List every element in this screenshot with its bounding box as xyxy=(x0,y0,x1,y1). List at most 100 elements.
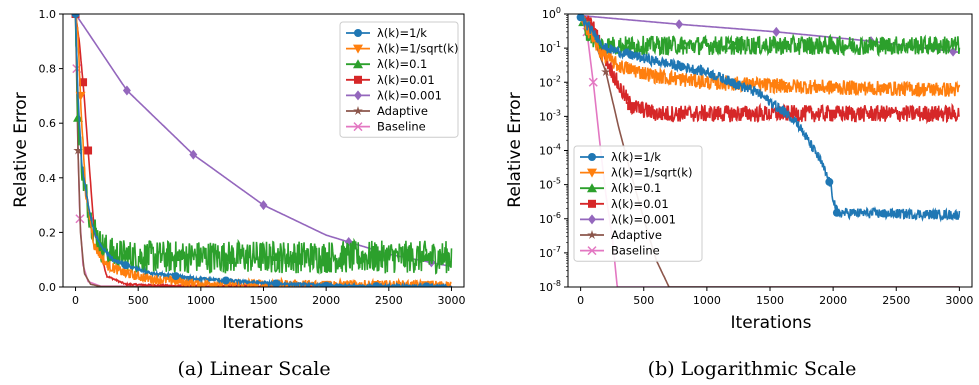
y-tick-label: 10-3 xyxy=(539,108,561,123)
legend-marker xyxy=(353,122,363,132)
series-marker xyxy=(84,146,93,155)
series-marker xyxy=(170,251,181,261)
series-marker xyxy=(825,177,834,186)
series-line xyxy=(579,14,961,98)
series-marker xyxy=(322,281,331,287)
series-marker xyxy=(677,109,686,118)
series-marker xyxy=(121,261,130,270)
legend-label: λ(k)=1/sqrt(k) xyxy=(377,42,458,56)
series-marker xyxy=(372,282,381,287)
legend-marker xyxy=(353,44,363,54)
legend-label: Adaptive xyxy=(611,228,662,242)
legend-item: λ(k)=1/sqrt(k) xyxy=(580,166,692,180)
series-marker xyxy=(73,112,84,122)
y-tick-label: 0.6 xyxy=(39,117,57,130)
legend-item: λ(k)=0.1 xyxy=(580,181,661,195)
series-marker xyxy=(120,250,131,260)
series-line xyxy=(580,14,961,125)
x-tick-label: 2000 xyxy=(312,294,340,307)
y-tick-label: 10-7 xyxy=(539,245,561,260)
legend-marker xyxy=(354,29,362,37)
series-marker xyxy=(829,109,838,118)
y-tick-label: 10-8 xyxy=(539,279,561,294)
legend-marker xyxy=(354,75,362,84)
series-line xyxy=(74,14,453,287)
legend-item: Baseline xyxy=(346,120,426,134)
legend-marker xyxy=(587,168,597,178)
x-tick-label: 3000 xyxy=(437,294,465,307)
series-marker xyxy=(626,40,637,50)
legend-item: λ(k)=0.01 xyxy=(346,73,435,87)
legend-label: λ(k)=0.001 xyxy=(377,88,442,102)
legend-marker xyxy=(587,230,597,239)
legend-marker xyxy=(587,183,597,193)
series-marker xyxy=(122,85,131,96)
series-marker xyxy=(626,65,637,75)
legend-item: λ(k)=1/k xyxy=(346,26,427,40)
linear-scale-chart: 0 500 1000 1500 2000 2500 3000 0.0 0.2 0.4 0.6 0.8 1… xyxy=(11,8,465,380)
y-tick-label: 10-1 xyxy=(539,40,561,55)
series-marker xyxy=(930,109,939,118)
log-scale-chart: 0 500 1000 1500 2000 2500 3000 10-8 10-7 10-6 10-5… xyxy=(505,6,973,380)
series-marker xyxy=(929,85,940,95)
series-marker xyxy=(171,272,180,281)
series-marker xyxy=(878,84,889,94)
series-marker xyxy=(879,109,888,118)
y-tick-label: 1.0 xyxy=(39,8,57,21)
series-marker xyxy=(777,40,788,50)
y-tick-label: 10-2 xyxy=(539,74,561,89)
x-tick-label: 3000 xyxy=(945,294,973,307)
x-axis-label: Iterations xyxy=(223,313,304,333)
series-marker xyxy=(930,210,939,219)
x-tick-label: 0 xyxy=(577,294,584,307)
legend-item: λ(k)=0.001 xyxy=(580,212,676,226)
y-tick-label: 10-5 xyxy=(539,177,561,192)
y-tick-label: 10-6 xyxy=(539,211,561,226)
series-marker xyxy=(259,200,268,211)
series-marker xyxy=(675,19,684,30)
series-marker xyxy=(421,251,432,261)
series-marker xyxy=(772,26,781,37)
x-tick-label: 1000 xyxy=(693,294,721,307)
series-marker xyxy=(271,251,282,261)
legend-item: Baseline xyxy=(580,244,660,258)
series-marker xyxy=(929,40,940,50)
series-marker xyxy=(727,40,738,50)
series-marker xyxy=(728,109,737,118)
legend-label: λ(k)=1/sqrt(k) xyxy=(611,166,692,180)
y-tick-label: 0.0 xyxy=(39,281,57,294)
legend-label: Baseline xyxy=(377,120,426,134)
series-marker xyxy=(321,251,332,261)
series-marker xyxy=(371,251,382,261)
x-tick-label: 500 xyxy=(128,294,149,307)
series-marker xyxy=(676,75,687,85)
caption: (b) Logarithmic Scale xyxy=(648,358,857,380)
legend-label: λ(k)=1/k xyxy=(611,150,661,164)
series-marker xyxy=(777,81,788,91)
legend: λ(k)=1/k λ(k)=1/sqrt(k)λ(k)=0.1 λ(k)=0.01λ… xyxy=(339,21,459,138)
legend-item: λ(k)=0.1 xyxy=(346,57,427,71)
legend-item: λ(k)=1/k xyxy=(580,150,661,164)
legend-item: λ(k)=0.001 xyxy=(346,88,442,102)
legend-item: λ(k)=1/sqrt(k) xyxy=(346,42,458,56)
legend-marker xyxy=(588,153,596,161)
legend-box xyxy=(573,145,703,262)
legend-label: Baseline xyxy=(611,244,660,258)
legend-label: λ(k)=0.001 xyxy=(611,212,676,226)
series-marker xyxy=(189,149,198,160)
x-tick-label: 2000 xyxy=(819,294,847,307)
y-axis-label: Relative Error xyxy=(505,92,525,207)
legend-marker xyxy=(588,199,596,208)
x-tick-label: 2500 xyxy=(882,294,910,307)
series-marker xyxy=(677,62,686,71)
x-tick-label: 1500 xyxy=(250,294,278,307)
x-tick-label: 500 xyxy=(633,294,654,307)
x-tick-label: 2500 xyxy=(375,294,403,307)
legend-item: λ(k)=0.01 xyxy=(580,197,669,211)
series-marker xyxy=(601,67,611,76)
x-axis-label: Iterations xyxy=(731,313,812,333)
series-marker xyxy=(828,40,839,50)
legend-item: Adaptive xyxy=(580,228,662,242)
series-marker xyxy=(422,282,431,287)
